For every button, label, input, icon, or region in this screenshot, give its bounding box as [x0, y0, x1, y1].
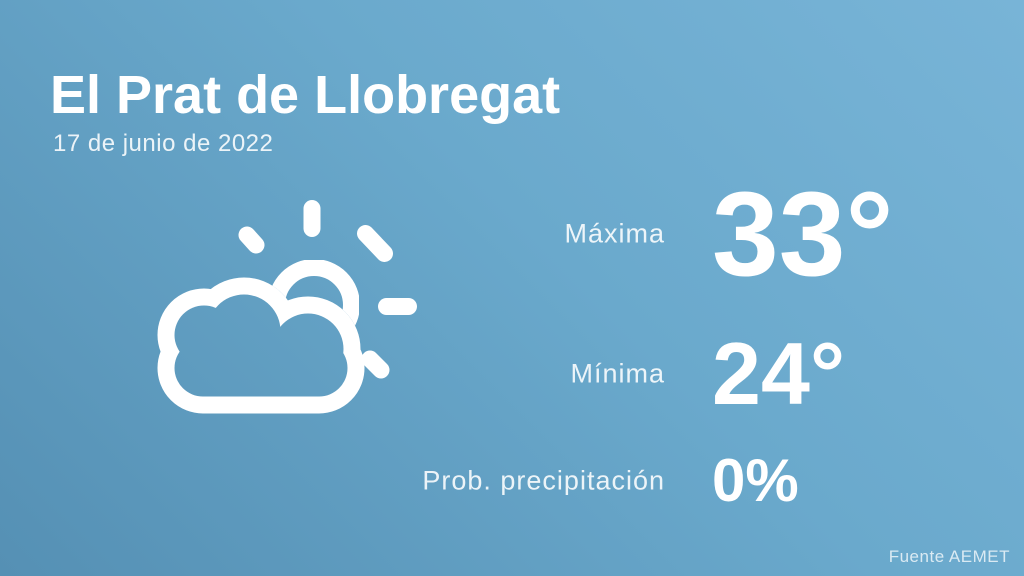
precipitation-label: Prob. precipitación — [422, 465, 665, 496]
maxima-label: Máxima — [564, 218, 665, 249]
source-attribution: Fuente AEMET — [888, 547, 1010, 566]
sun-behind-cloud-icon — [140, 185, 440, 425]
precipitation-value: 0% — [712, 447, 799, 514]
page-title: El Prat de Llobregat — [50, 65, 561, 125]
minima-value: 24° — [712, 324, 846, 423]
cloud-glyph — [140, 185, 440, 425]
maxima-value: 33° — [712, 167, 894, 301]
minima-label: Mínima — [570, 358, 665, 389]
date-subtitle: 17 de junio de 2022 — [53, 130, 274, 157]
